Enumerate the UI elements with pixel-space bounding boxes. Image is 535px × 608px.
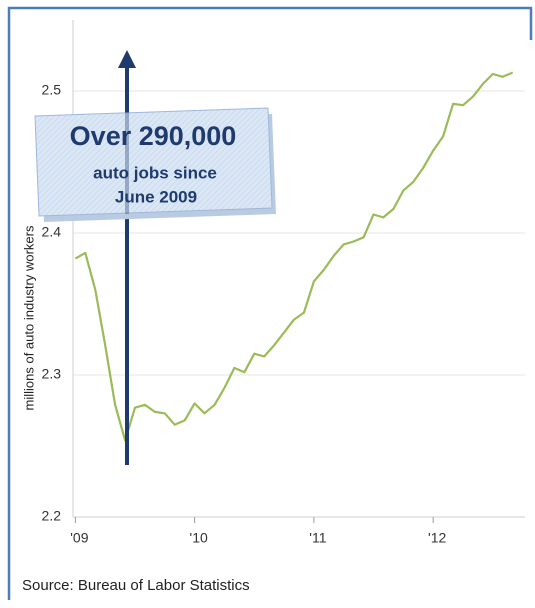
y-axis-label: millions of auto industry workers: [21, 225, 36, 410]
y-tick-label: 2.2: [42, 508, 62, 524]
annotation-headline: Over 290,000: [70, 121, 237, 151]
x-tick-label: '10: [190, 530, 208, 546]
annotation-box: [34, 107, 273, 217]
source: Source: Bureau of Labor Statistics: [22, 577, 250, 594]
arrow-head: [118, 50, 136, 68]
x-tick-label: '12: [428, 530, 446, 546]
plot: 2.2 2.3 2.4 2.5 '09 '10 '11 '12: [42, 20, 525, 546]
x-tick-label: '11: [309, 530, 326, 546]
frame: [7, 6, 533, 600]
y-tick-label: 2.4: [42, 224, 62, 240]
annotation-line: June 2009: [115, 187, 197, 206]
y-tick-label: 2.5: [42, 82, 62, 98]
data-line: [74, 71, 514, 442]
annotation-line: auto jobs since: [93, 163, 217, 182]
annotation: Over 290,000 auto jobs since June 2009: [34, 50, 276, 465]
x-tick-label: '09: [70, 530, 88, 546]
y-tick-label: 2.3: [42, 366, 62, 382]
